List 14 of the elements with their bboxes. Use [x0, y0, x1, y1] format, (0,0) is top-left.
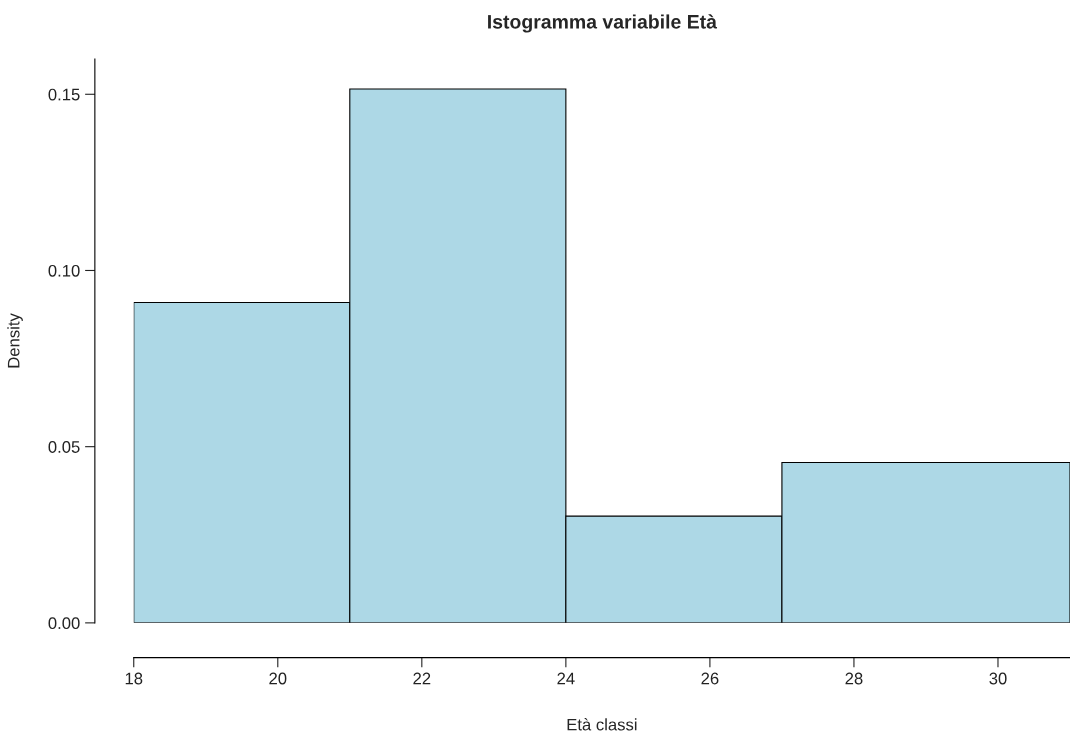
chart-title: Istogramma variabile Età [488, 14, 718, 33]
y-axis-title: Density [7, 313, 23, 368]
y-tick-label: 0.00 [48, 617, 80, 630]
x-tick-label: 26 [701, 672, 719, 685]
x-tick-label: 18 [125, 672, 143, 685]
y-tick-label: 0.15 [48, 88, 80, 101]
x-tick-label: 22 [413, 672, 431, 685]
y-tick-label: 0.05 [48, 441, 80, 453]
x-tick-label: 28 [845, 672, 863, 685]
y-tick-label: 0.10 [48, 264, 80, 277]
x-tick-label: 30 [989, 672, 1007, 685]
x-tick-label: 20 [269, 672, 287, 685]
x-tick-label: 24 [557, 672, 575, 685]
x-axis-title: Età classi [567, 718, 637, 731]
